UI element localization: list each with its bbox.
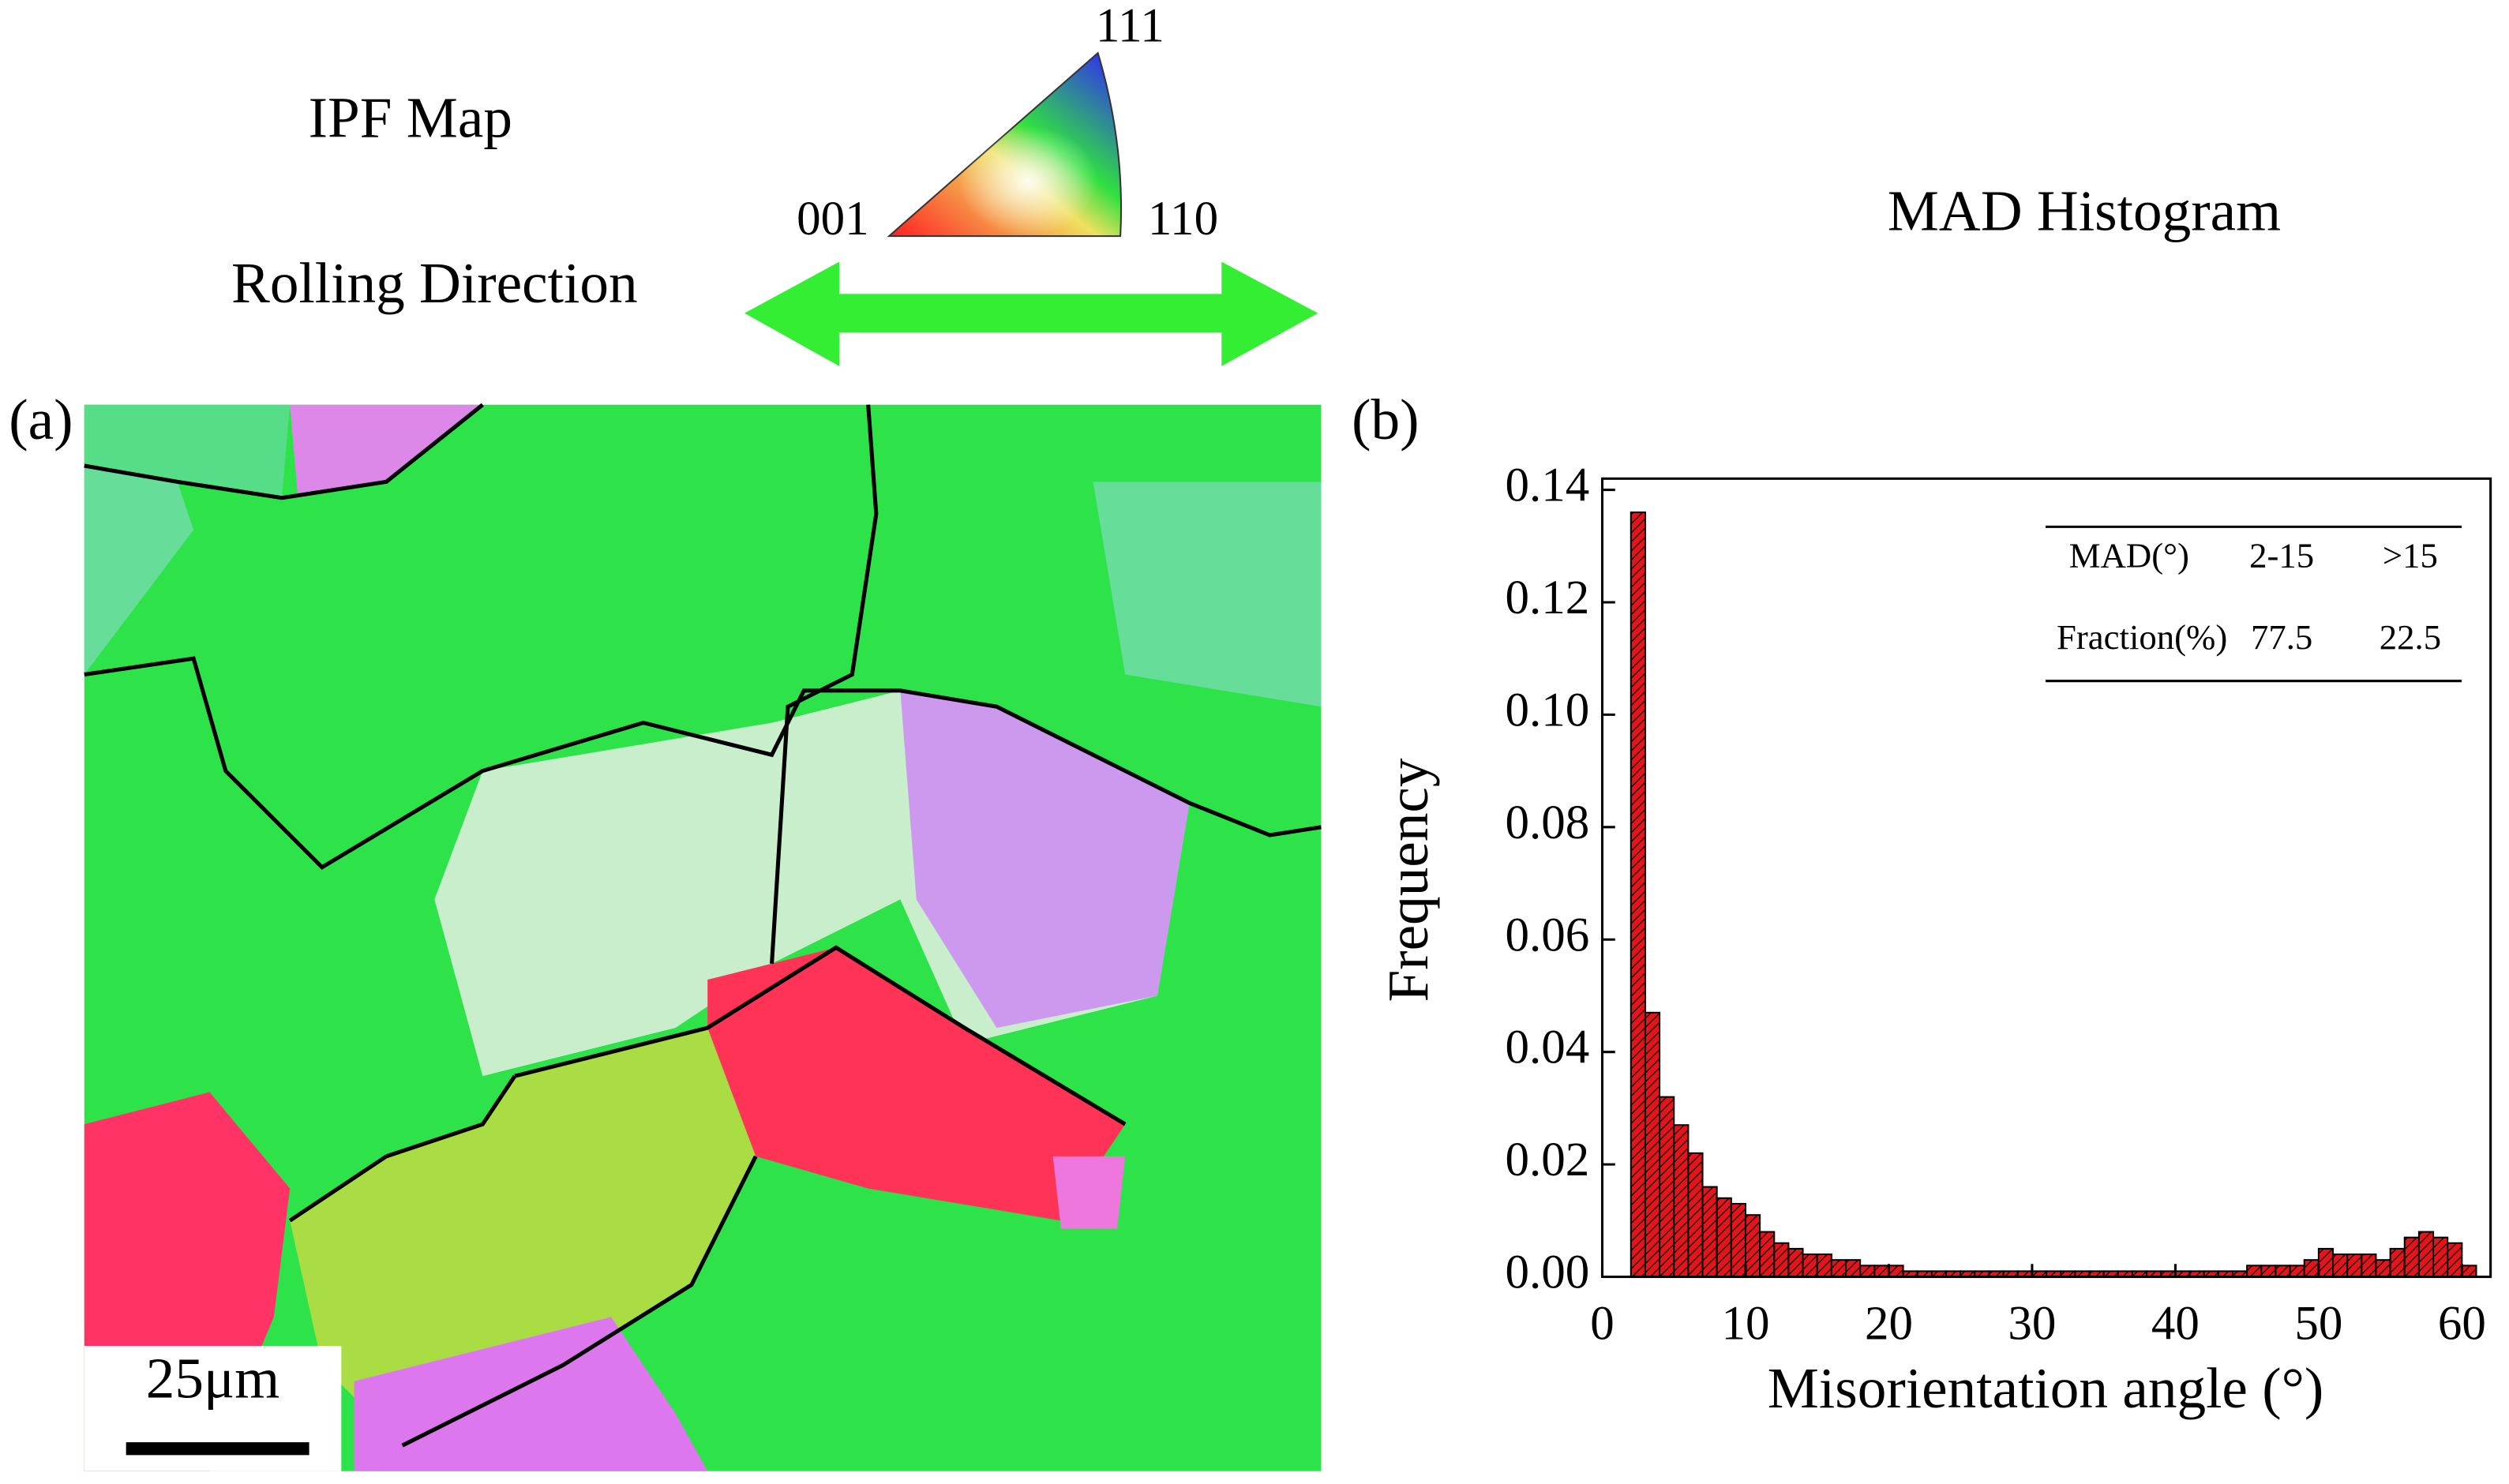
y-tick-label: 0.14 (1505, 459, 1589, 512)
y-tick-label: 0.08 (1505, 796, 1589, 849)
bar (2303, 1259, 2320, 1278)
bar (1630, 512, 1646, 1278)
bar (1644, 1011, 1661, 1278)
bar (2289, 1265, 2305, 1278)
table-header: MAD(°) (2069, 535, 2189, 575)
x-tick-label: 10 (1721, 1298, 1769, 1351)
bar (1844, 1259, 1862, 1278)
bar (1701, 1186, 1718, 1278)
pole-label: 001 (797, 193, 869, 245)
bar (2260, 1265, 2277, 1278)
table-header: 2-15 (2249, 535, 2314, 575)
x-axis-label: Misorientation angle (°) (1768, 1356, 2324, 1420)
x-tick-label: 0 (1590, 1298, 1615, 1351)
table-cell: 77.5 (2251, 617, 2312, 657)
x-tick-label: 60 (2438, 1298, 2486, 1351)
bar (1802, 1254, 1818, 1278)
table-cell: Fraction(%) (2057, 617, 2227, 657)
bar (1744, 1214, 1761, 1278)
ipf-triangle-light (889, 53, 1122, 237)
chart-title: MAD Histogram (1888, 178, 2281, 242)
pole-label: 111 (1096, 0, 1164, 53)
table-cell: 22.5 (2380, 617, 2441, 657)
bar (1830, 1259, 1847, 1278)
bar (2375, 1259, 2391, 1278)
rolling-direction: Rolling Direction (231, 251, 638, 315)
bar (2461, 1265, 2477, 1278)
bar (1659, 1096, 1675, 1278)
scale-bar-label: 25μm (146, 1347, 279, 1411)
bar (1730, 1202, 1746, 1278)
y-tick-label: 0.02 (1505, 1134, 1589, 1186)
bar (2361, 1254, 2377, 1278)
bar (1716, 1197, 1732, 1278)
panel-label: (a) (9, 388, 73, 452)
bar (2346, 1254, 2363, 1278)
y-tick-label: 0.00 (1505, 1246, 1589, 1299)
bar (1859, 1265, 1876, 1278)
y-tick-label: 0.06 (1505, 909, 1589, 961)
x-tick-label: 30 (2008, 1298, 2056, 1351)
bar (2403, 1236, 2420, 1278)
bar (1773, 1242, 1790, 1278)
x-tick-label: 40 (2151, 1298, 2200, 1351)
bar (1687, 1152, 1704, 1278)
bar (2246, 1265, 2263, 1278)
bar (1787, 1247, 1804, 1278)
bar (2317, 1247, 2335, 1278)
y-axis-label: Frequency (1376, 758, 1440, 1002)
bar (2447, 1242, 2463, 1278)
pole-label: 110 (1148, 193, 1218, 245)
ipf-map (84, 403, 1322, 1471)
bar (2389, 1247, 2406, 1278)
x-tick-label: 50 (2294, 1298, 2342, 1351)
bar (1873, 1265, 1890, 1278)
bar (2275, 1265, 2291, 1278)
bar (2332, 1254, 2349, 1278)
table-header: >15 (2383, 535, 2438, 575)
ipf-title: IPF Map (309, 85, 512, 149)
axes-frame (1600, 477, 2492, 1279)
bar (2417, 1231, 2435, 1278)
bar (1673, 1124, 1690, 1278)
bar (1759, 1231, 1776, 1278)
panel-label: (b) (1352, 388, 1419, 452)
rolling-arrow (744, 261, 1318, 366)
bar (2432, 1236, 2449, 1278)
y-tick-label: 0.12 (1505, 571, 1589, 624)
bar (1888, 1265, 1904, 1278)
y-tick-label: 0.04 (1505, 1021, 1589, 1074)
bar (1816, 1254, 1832, 1278)
x-tick-label: 20 (1865, 1298, 1913, 1351)
y-tick-label: 0.10 (1505, 684, 1589, 736)
scale-bar (126, 1442, 309, 1456)
